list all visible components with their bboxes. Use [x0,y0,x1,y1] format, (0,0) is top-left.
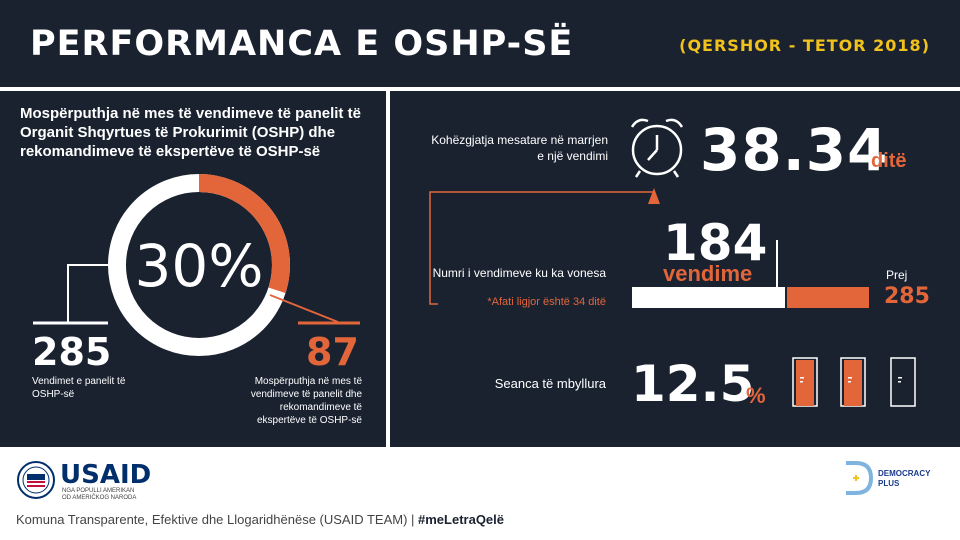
period-label: (QERSHOR - TETOR 2018) [679,36,930,55]
leader-line-right [269,294,339,323]
delayed-label: Numri i vendimeve ku ka vonesa [432,266,606,280]
of-value: 285 [884,284,930,309]
usaid-logo: USAID [60,460,152,490]
hashtag: #meLetraQelë [418,512,505,527]
column-divider [386,91,390,447]
avg-duration-value: 38.34 [700,116,889,184]
usaid-seal-icon [17,461,55,499]
avg-duration-label: Kohëzgjatja mesatare në marrjen e një ve… [431,133,608,163]
total-decisions-value: 285 [32,330,112,374]
remaining-bar [787,287,869,308]
header-divider [0,87,960,91]
alarm-clock-icon [630,118,684,178]
avg-duration-unit: ditë [871,150,907,172]
footer-credit: Komuna Transparente, Efektive dhe Llogar… [16,512,505,527]
closed-door-icon [840,357,866,407]
open-door-icon [890,357,916,407]
closed-door-icon [792,357,818,407]
mismatch-donut [33,174,360,356]
mismatch-value: 87 [306,330,359,374]
democracy-plus-logo-icon [846,461,874,495]
closed-sessions-label: Seanca të mbyllura [494,376,606,391]
mismatch-label: Mospërputhja në mes të vendimeve të pane… [250,376,362,426]
closed-sessions-unit: % [746,383,766,408]
usaid-tagline: NGA POPULLI AMERIKAN OD AMERIČKOG NARODA [62,488,137,501]
bar-marker [776,240,778,308]
delayed-bar [632,287,785,308]
delayed-value: 184 [663,214,768,272]
democracy-plus-logo: DEMOCRACY PLUS [878,469,931,488]
mismatch-heading: Mospërputhja në mes të vendimeve të pane… [20,105,361,160]
legal-deadline-note: *Afati ligjor është 34 ditë [487,296,606,308]
of-label: Prej [886,268,908,282]
deadline-connector [429,188,660,305]
total-decisions-label: Vendimet e panelit të OSHP-së [32,376,126,400]
closed-sessions-value: 12.5 [631,355,755,413]
donut-mismatch-arc [198,174,290,294]
page-title: PERFORMANCA E OSHP-SË [30,24,574,64]
percentage-value: 30% [134,232,264,300]
delayed-unit: vendime [663,261,753,286]
leader-line-left [67,264,125,322]
